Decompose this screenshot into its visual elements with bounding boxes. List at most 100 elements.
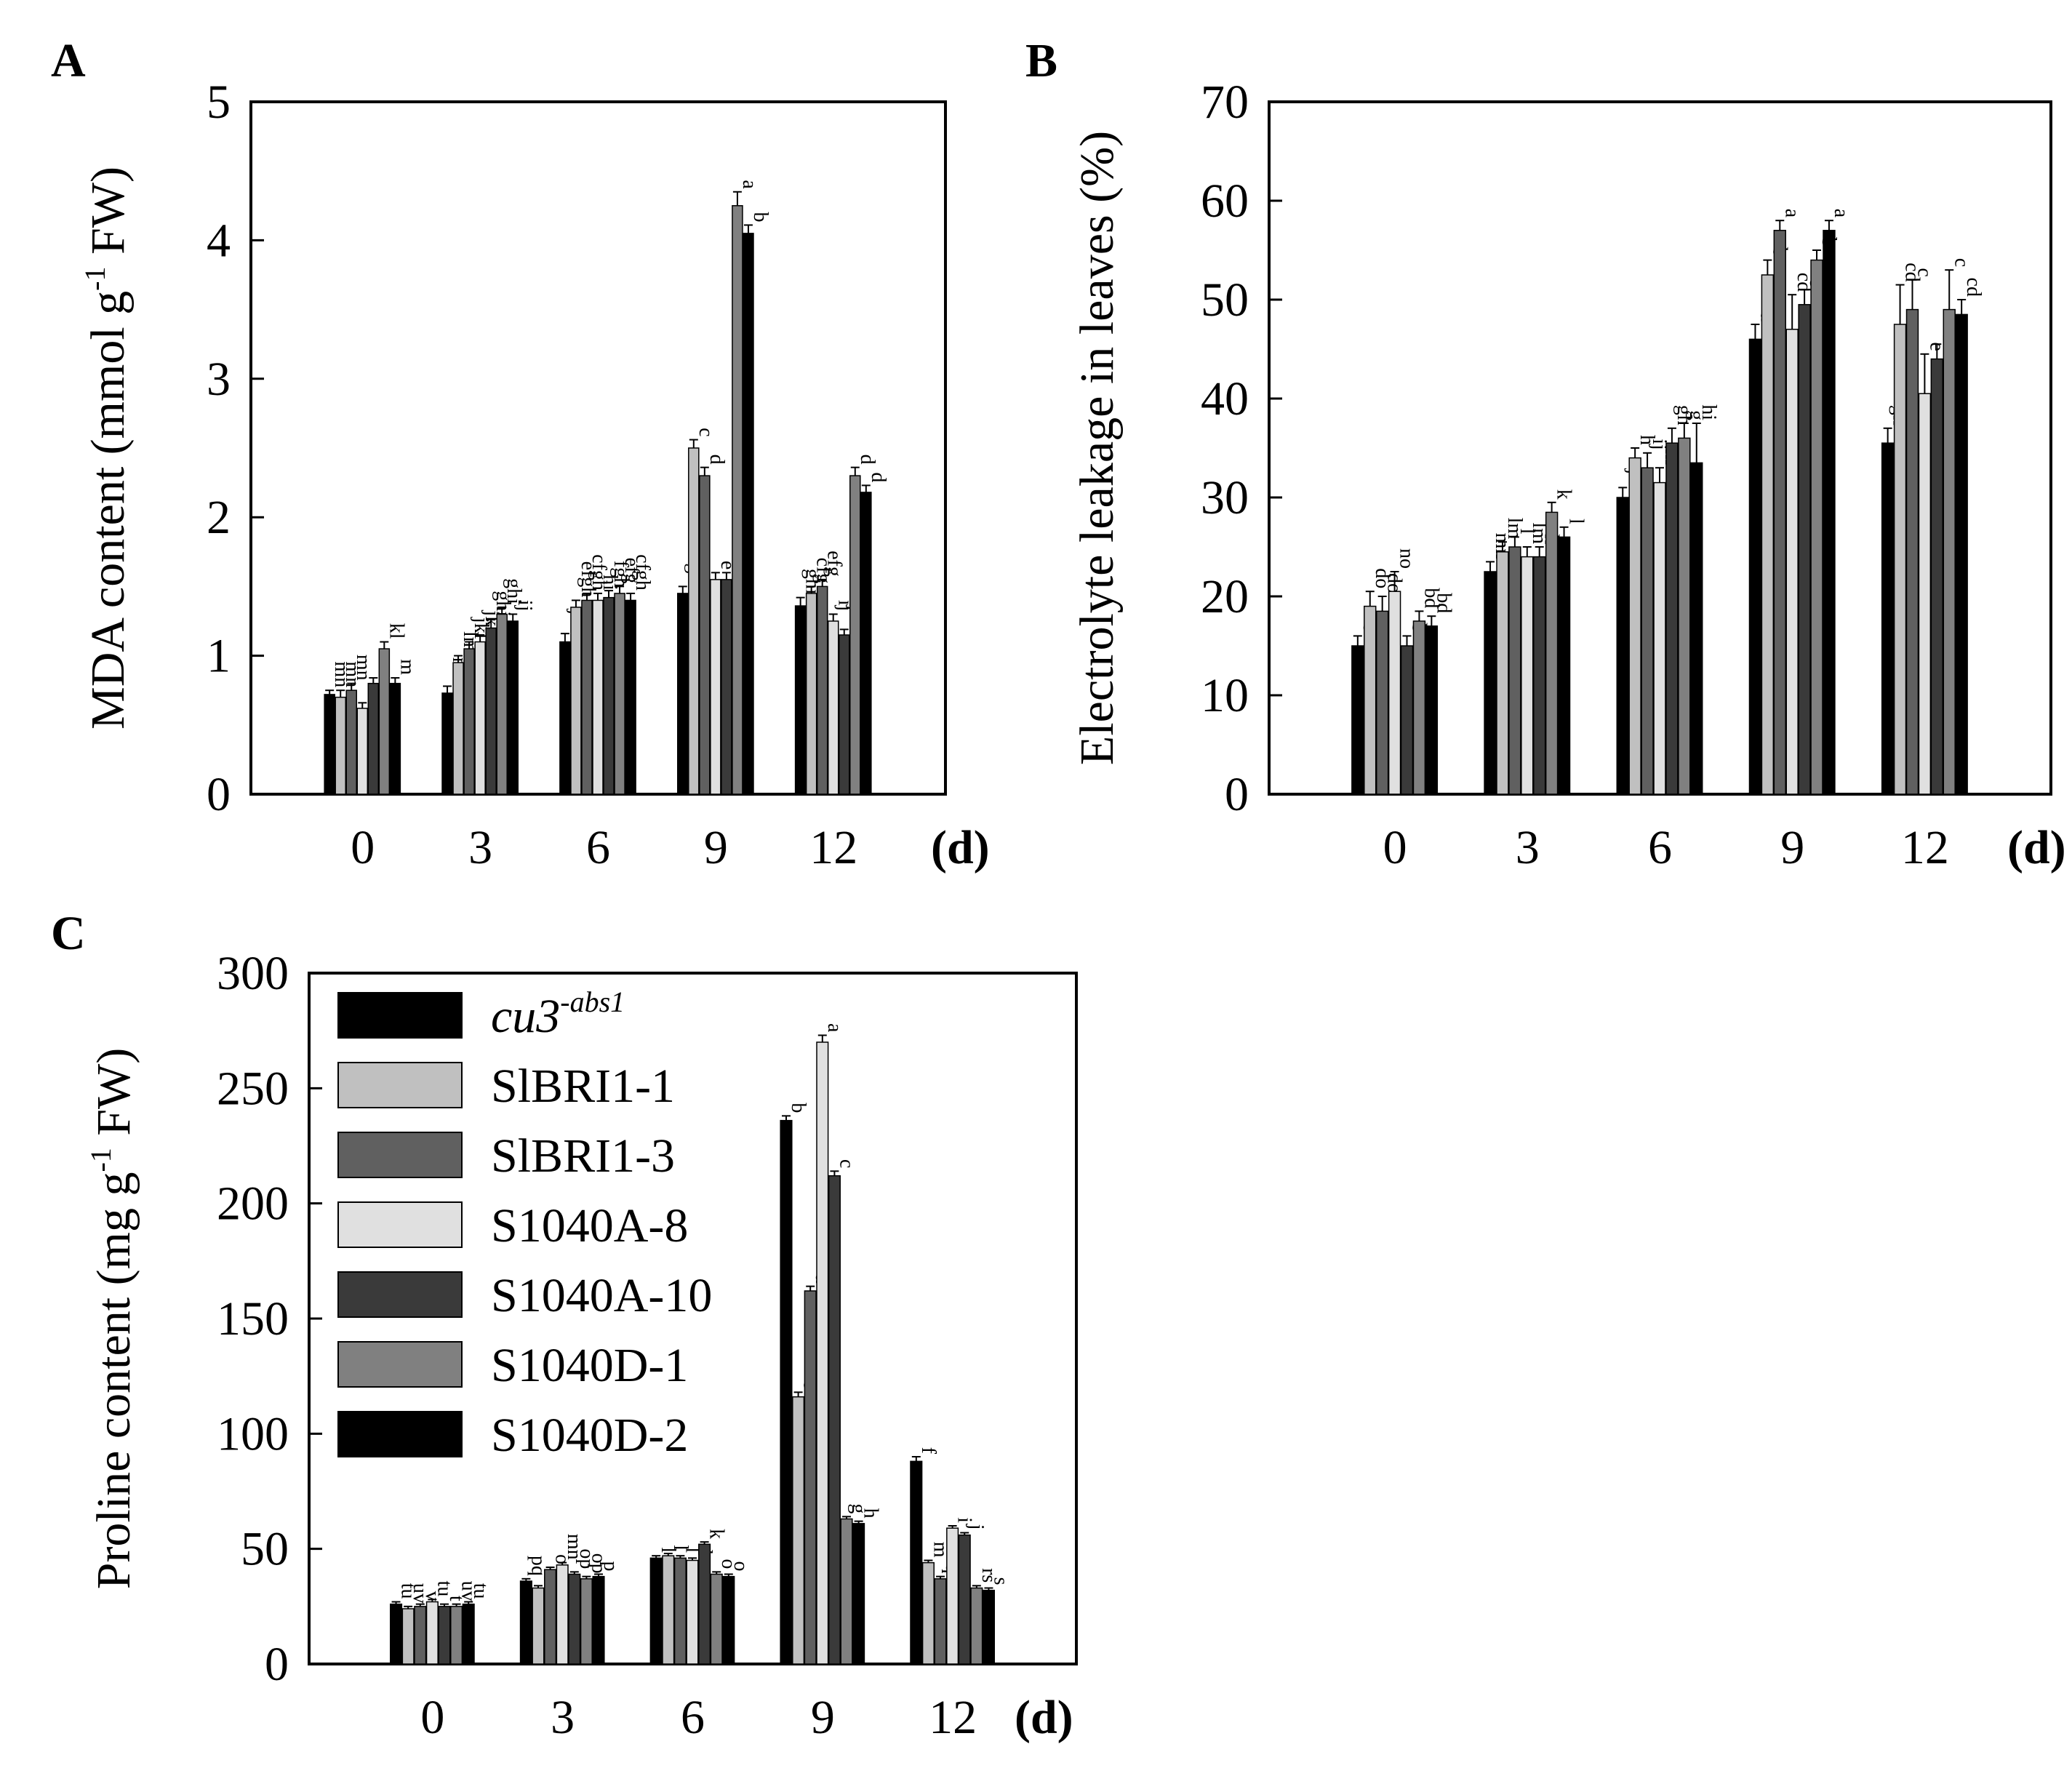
bar: [592, 599, 604, 795]
legend-swatch: [337, 1132, 463, 1178]
legend-label: SlBRI1-3: [491, 1129, 675, 1183]
x-tick-label: 9: [704, 821, 728, 874]
bar: [1545, 511, 1559, 795]
bar: [570, 607, 582, 795]
bar: [710, 579, 721, 795]
bar: [507, 620, 519, 795]
bar: [840, 1518, 853, 1665]
x-unit-label: (d): [2007, 821, 2066, 874]
bar: [743, 233, 754, 795]
bar: [592, 1575, 605, 1665]
significance-label: f: [917, 1447, 940, 1455]
bar: [838, 634, 850, 795]
bar: [1653, 481, 1666, 795]
legend-label: SlBRI1-1: [491, 1060, 675, 1113]
significance-label: l: [657, 1547, 679, 1553]
significance-label: b: [749, 212, 772, 222]
significance-label: i: [953, 1517, 976, 1523]
bar: [792, 1396, 805, 1665]
bar: [722, 1575, 735, 1665]
significance-label: gh: [1673, 405, 1695, 425]
x-tick-label: 3: [551, 1691, 575, 1744]
y-tick-label: 4: [207, 214, 231, 267]
bar: [1364, 605, 1377, 795]
x-tick-label: 12: [809, 821, 857, 874]
significance-label: bd: [1420, 588, 1442, 608]
legend-label: S1040D-1: [491, 1339, 688, 1392]
significance-label: a: [738, 180, 761, 189]
bar: [1823, 230, 1836, 795]
bar: [614, 593, 625, 795]
x-tick-label: 0: [1383, 821, 1407, 874]
bar: [688, 447, 700, 795]
x-tick-label: 0: [351, 821, 375, 874]
bar: [452, 662, 464, 795]
bar: [673, 1557, 687, 1665]
y-tick-label: 2: [207, 491, 231, 544]
bar: [1798, 304, 1811, 795]
bar: [559, 641, 571, 795]
significance-label: d: [705, 455, 728, 465]
x-tick-label: 0: [420, 1691, 444, 1744]
significance-label: uv: [409, 1583, 431, 1604]
significance-label: efg: [823, 551, 846, 577]
bar: [367, 682, 380, 795]
y-axis-title: MDA content (mmol g-1 FW): [79, 167, 135, 729]
y-tick-label: 10: [1201, 669, 1249, 722]
significance-label: op: [575, 1548, 598, 1569]
y-tick-label: 3: [207, 353, 231, 406]
x-tick-label: 6: [586, 821, 610, 874]
bar: [805, 593, 817, 795]
bar: [1748, 338, 1762, 795]
significance-label: efgh: [577, 561, 599, 598]
bar: [335, 696, 346, 795]
significance-label: t: [445, 1596, 468, 1601]
x-unit-label: (d): [931, 821, 990, 874]
panel-label: A: [51, 34, 86, 87]
bar: [816, 1041, 829, 1665]
significance-label: p: [599, 1561, 622, 1572]
bar: [1785, 329, 1799, 795]
bar: [474, 641, 486, 795]
y-tick-label: 20: [1201, 570, 1249, 623]
bar: [345, 689, 358, 795]
significance-label: m: [929, 1542, 951, 1558]
y-tick-label: 0: [1225, 768, 1249, 821]
significance-label: g: [847, 1503, 870, 1513]
bar: [389, 682, 401, 795]
y-tick-label: 70: [1201, 76, 1249, 129]
bar: [1641, 467, 1654, 795]
y-tick-label: 30: [1201, 471, 1249, 524]
bar: [852, 1523, 865, 1665]
significance-label: k: [705, 1529, 728, 1539]
significance-label: c: [1913, 268, 1935, 276]
x-unit-label: (d): [1015, 1691, 1073, 1744]
bar: [982, 1589, 995, 1665]
bar: [828, 1175, 841, 1665]
bar: [1375, 610, 1389, 795]
significance-label: l: [681, 1547, 703, 1553]
x-tick-label: 9: [811, 1691, 835, 1744]
bar: [699, 475, 711, 795]
significance-label: l: [1565, 519, 1588, 524]
bar: [1496, 551, 1509, 795]
significance-label: c: [835, 1159, 857, 1168]
significance-label: ij: [513, 600, 536, 612]
bar: [649, 1557, 663, 1665]
significance-label: ghi: [503, 578, 525, 604]
bar: [827, 620, 839, 795]
significance-label: j: [965, 1524, 988, 1530]
legend-swatch: [337, 1271, 463, 1318]
y-tick-label: 60: [1201, 175, 1249, 228]
y-axis-title: Electrolyte leakage in leaves (%): [1071, 131, 1124, 765]
y-tick-label: 0: [265, 1638, 289, 1691]
x-tick-label: 12: [1901, 821, 1949, 874]
bar: [378, 648, 391, 795]
significance-label: o: [551, 1554, 574, 1564]
significance-label: mn: [352, 655, 375, 681]
significance-label: mn: [563, 1534, 585, 1560]
legend-label: cu3-abs1: [491, 985, 625, 1043]
bar: [425, 1601, 439, 1665]
bar: [1943, 308, 1956, 795]
